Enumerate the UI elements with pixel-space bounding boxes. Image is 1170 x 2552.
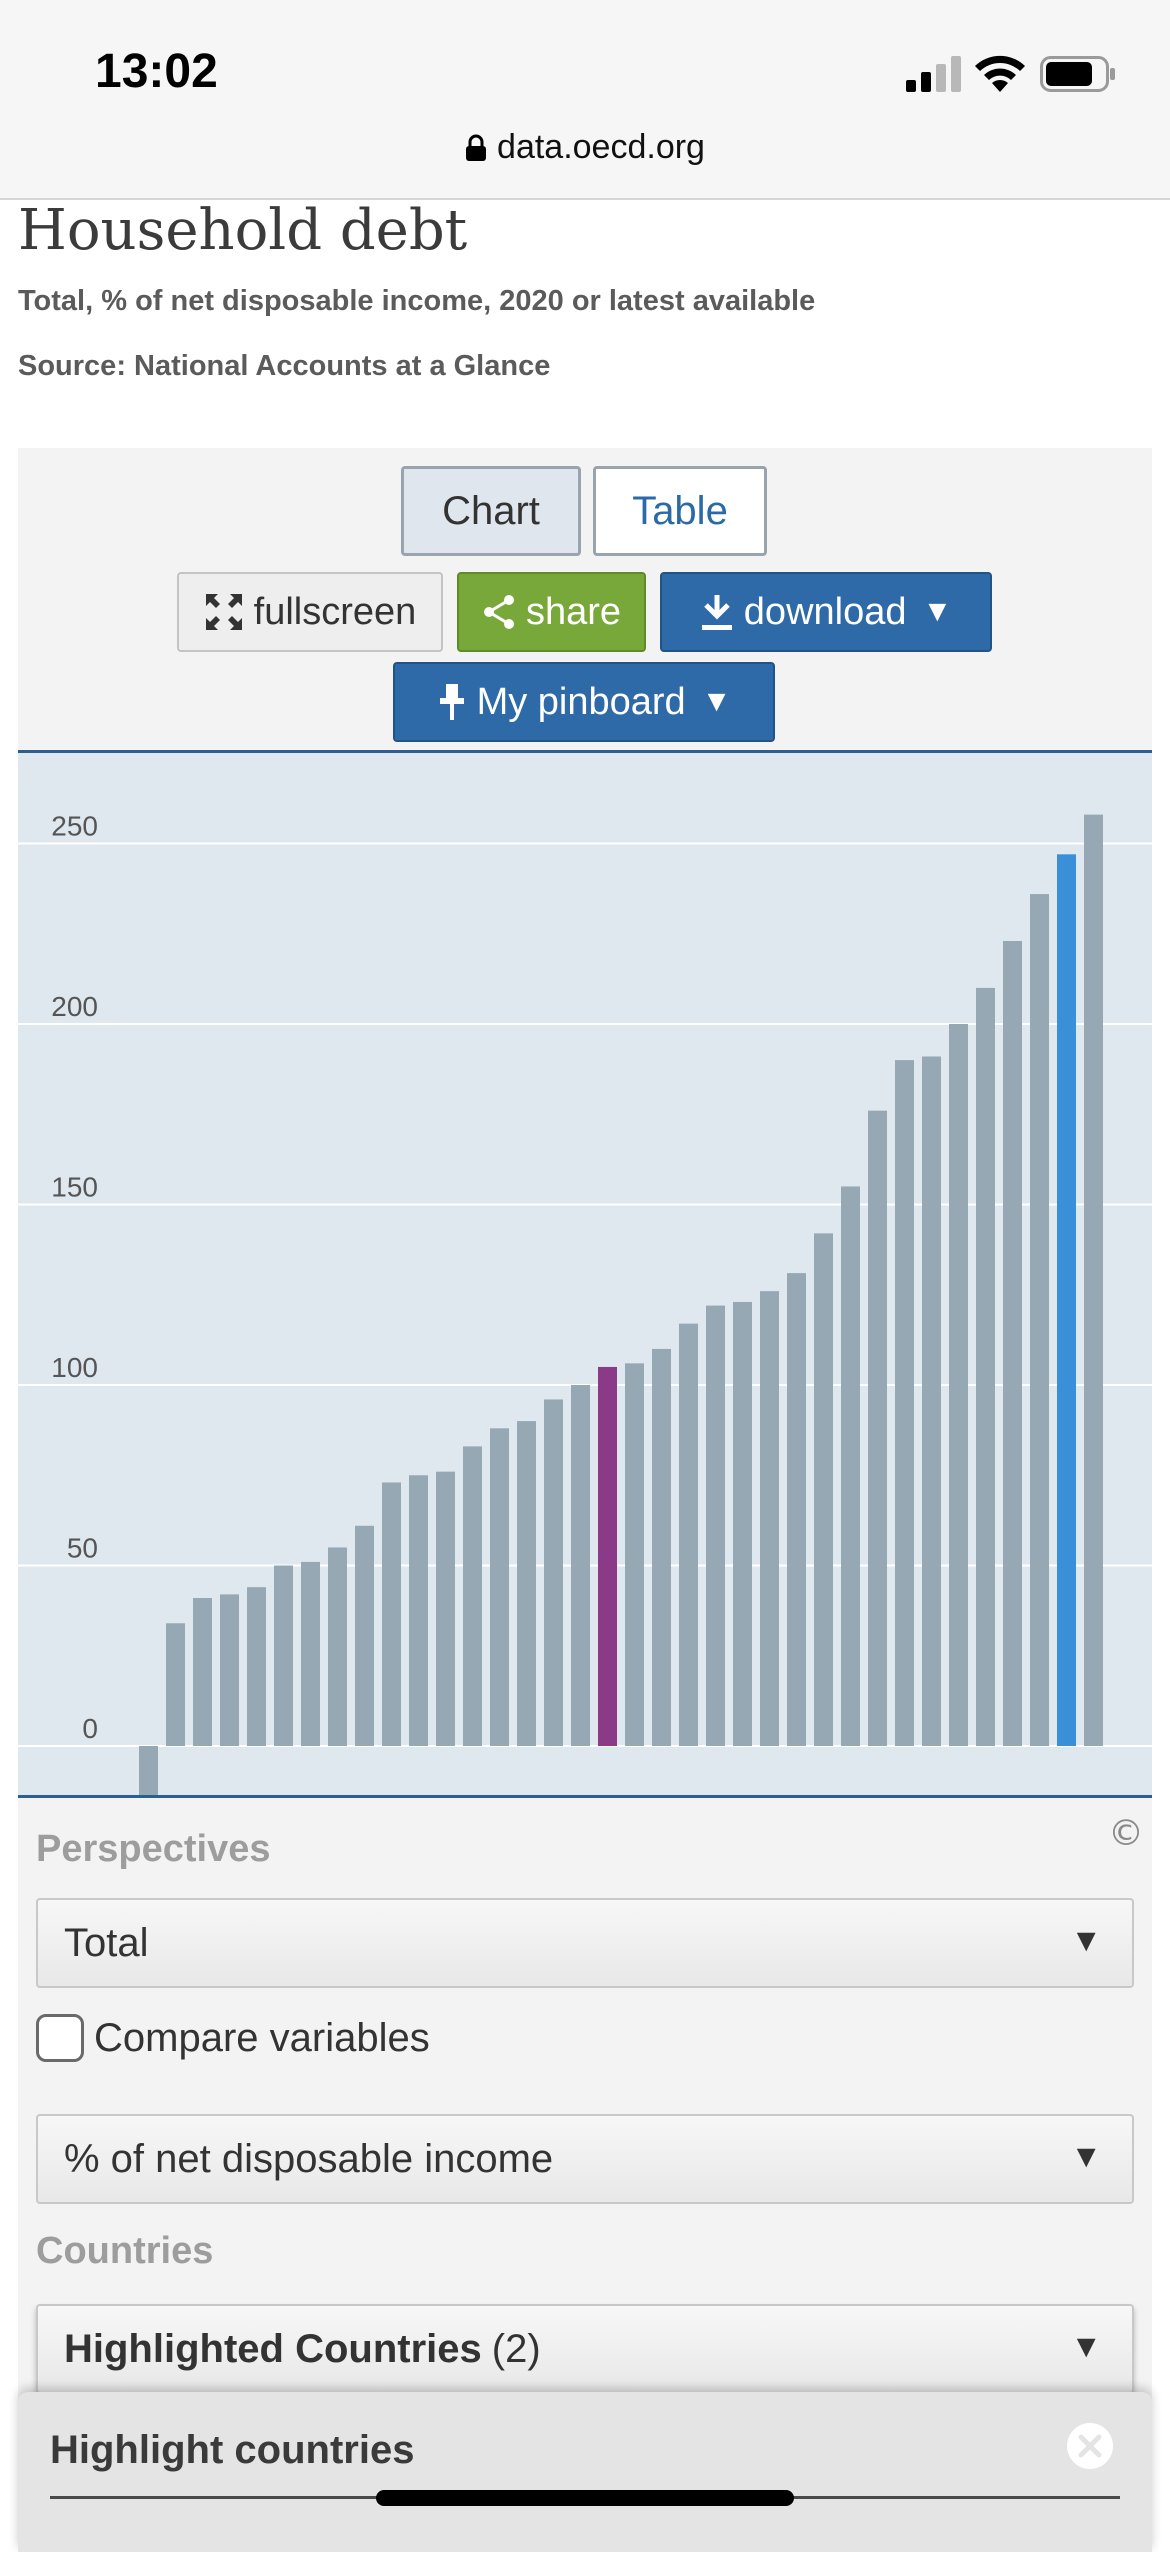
chart-svg: 0 50 100 150 200 250 xyxy=(18,811,1152,1795)
fullscreen-button[interactable]: fullscreen xyxy=(177,572,443,652)
country-bar[interactable] xyxy=(409,1475,428,1746)
country-bar[interactable] xyxy=(679,1323,698,1746)
country-bar[interactable] xyxy=(328,1547,347,1746)
y-tick-label: 150 xyxy=(51,1172,98,1203)
expand-icon xyxy=(205,594,242,630)
country-bar[interactable] xyxy=(625,1363,644,1746)
download-icon xyxy=(701,595,732,630)
country-bar[interactable] xyxy=(247,1587,266,1746)
country-bar[interactable] xyxy=(868,1110,887,1746)
popover-title: Highlight countries xyxy=(50,2428,415,2472)
chart-panel: Chart Table fullscreen share download ▼ xyxy=(18,448,1152,2548)
source-note: Source: National Accounts at a Glance xyxy=(18,350,551,382)
country-bar[interactable] xyxy=(166,1623,185,1746)
share-icon xyxy=(483,595,514,629)
country-bar[interactable] xyxy=(760,1291,779,1746)
browser-status-bar: 13:02 data.oecd.org xyxy=(0,0,1170,200)
download-label: download xyxy=(743,590,907,633)
pin-icon xyxy=(439,684,464,720)
highlight-countries-popover: Highlight countries xyxy=(18,2392,1152,2552)
country-bar[interactable] xyxy=(652,1348,671,1746)
perspectives-label: Perspectives xyxy=(36,1828,271,1870)
country-bar[interactable] xyxy=(193,1597,212,1746)
share-label: share xyxy=(525,590,622,633)
page-subtitle: Total, % of net disposable income, 2020 … xyxy=(18,285,816,317)
measure-value: % of net disposable income xyxy=(64,2136,554,2181)
country-bar[interactable] xyxy=(841,1186,860,1746)
pinboard-label: My pinboard xyxy=(476,680,686,723)
page-title: Household debt xyxy=(18,198,468,263)
country-bar[interactable] xyxy=(787,1273,806,1746)
lock-icon xyxy=(466,134,487,161)
countries-value: Highlighted Countries xyxy=(64,2326,482,2371)
bar-chart: 0 50 100 150 200 250 xyxy=(18,750,1152,1798)
highlighted-country-bar[interactable] xyxy=(598,1366,617,1746)
perspective-select[interactable]: Total ▼ xyxy=(36,1898,1134,1988)
chevron-down-icon: ▼ xyxy=(701,685,732,718)
country-bar[interactable] xyxy=(355,1525,374,1746)
country-bar[interactable] xyxy=(220,1594,239,1746)
share-button[interactable]: share xyxy=(457,572,646,652)
address-bar[interactable]: data.oecd.org xyxy=(0,128,1170,167)
chevron-down-icon: ▼ xyxy=(922,595,953,628)
tab-table[interactable]: Table xyxy=(593,466,767,556)
compare-variables-row[interactable]: Compare variables xyxy=(36,2014,430,2062)
pinboard-button[interactable]: My pinboard ▼ xyxy=(393,662,775,742)
y-tick-label: 200 xyxy=(51,991,98,1022)
y-tick-label: 250 xyxy=(51,811,98,842)
country-bar[interactable] xyxy=(544,1399,563,1746)
close-icon[interactable] xyxy=(1066,2422,1114,2470)
compare-variables-checkbox[interactable] xyxy=(36,2014,84,2062)
country-bar[interactable] xyxy=(274,1565,293,1747)
country-bar[interactable] xyxy=(733,1301,752,1746)
country-bar[interactable] xyxy=(139,1746,158,1795)
country-bar[interactable] xyxy=(976,987,995,1746)
countries-count: (2) xyxy=(491,2326,541,2371)
country-bar[interactable] xyxy=(301,1561,320,1746)
dropdown-arrow-icon: ▼ xyxy=(1070,1922,1102,1958)
url-text: data.oecd.org xyxy=(497,128,705,166)
battery-icon xyxy=(1040,56,1115,92)
country-bar[interactable] xyxy=(706,1305,725,1746)
tab-chart[interactable]: Chart xyxy=(401,466,581,556)
home-indicator xyxy=(376,2490,794,2506)
highlighted-country-bar[interactable] xyxy=(1057,854,1076,1746)
measure-select[interactable]: % of net disposable income ▼ xyxy=(36,2114,1134,2204)
country-bar[interactable] xyxy=(571,1385,590,1746)
y-tick-label: 100 xyxy=(51,1352,98,1383)
y-tick-label: 0 xyxy=(82,1713,98,1744)
download-button[interactable]: download ▼ xyxy=(660,572,992,652)
compare-variables-label: Compare variables xyxy=(94,2015,430,2060)
country-bar[interactable] xyxy=(490,1428,509,1746)
country-bar[interactable] xyxy=(1084,814,1103,1746)
country-bar[interactable] xyxy=(517,1421,536,1746)
country-bar[interactable] xyxy=(1030,894,1049,1746)
wifi-icon xyxy=(975,55,1025,92)
fullscreen-label: fullscreen xyxy=(253,590,417,633)
country-bar[interactable] xyxy=(922,1056,941,1746)
dropdown-arrow-icon: ▼ xyxy=(1070,2328,1102,2364)
country-bar[interactable] xyxy=(463,1446,482,1746)
dropdown-arrow-icon: ▼ xyxy=(1070,2138,1102,2174)
countries-label: Countries xyxy=(36,2230,214,2272)
country-bar[interactable] xyxy=(1003,940,1022,1746)
country-bar[interactable] xyxy=(382,1482,401,1746)
clock: 13:02 xyxy=(95,45,218,98)
country-bar[interactable] xyxy=(814,1233,833,1746)
country-bar[interactable] xyxy=(949,1024,968,1746)
country-bar[interactable] xyxy=(436,1471,455,1746)
cellular-signal-icon xyxy=(906,56,961,92)
y-tick-label: 50 xyxy=(67,1533,98,1564)
copyright-icon[interactable]: © xyxy=(1108,1813,1144,1854)
countries-select[interactable]: Highlighted Countries (2) ▼ xyxy=(36,2304,1134,2394)
country-bar[interactable] xyxy=(895,1060,914,1746)
perspective-value: Total xyxy=(64,1920,149,1965)
